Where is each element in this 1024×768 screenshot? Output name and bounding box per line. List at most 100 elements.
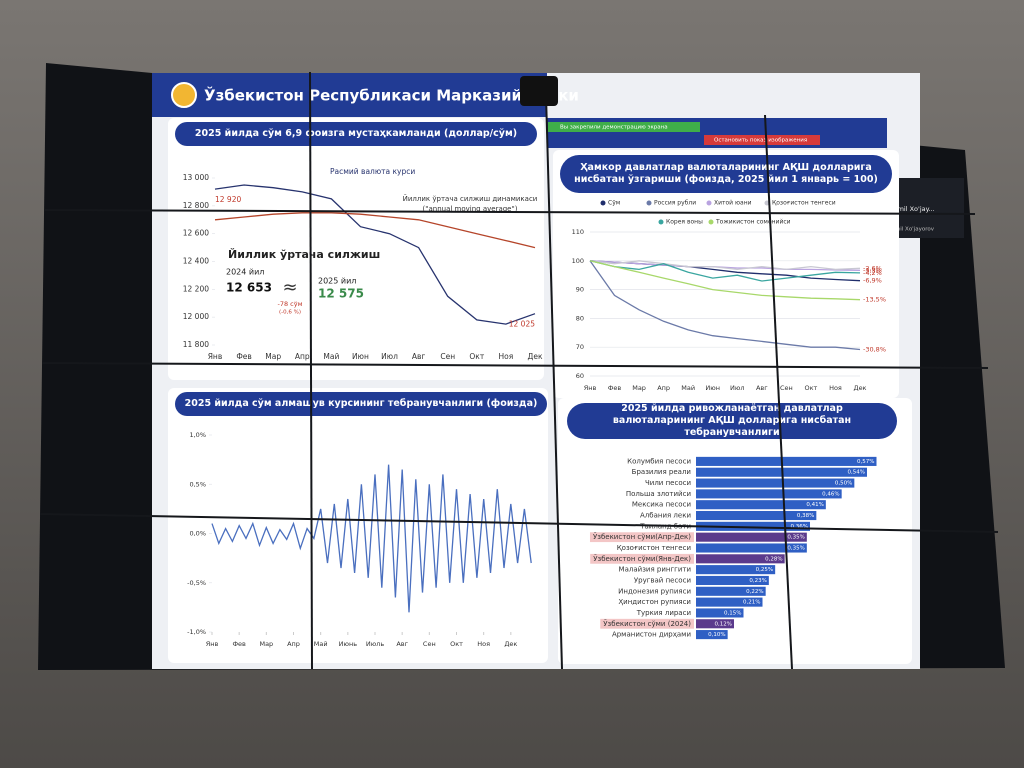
value-label: 0,25%: [756, 567, 773, 573]
category-label: Индонезия рупияси: [618, 587, 691, 595]
legend-swatch: [646, 200, 652, 206]
series-line: [589, 260, 861, 271]
category-label: Колумбия песоси: [627, 457, 691, 465]
participant-name: Mirkomil Xo'jay...: [880, 205, 935, 213]
y-tick-label: 12 800: [183, 201, 209, 210]
value-label: 12 025: [509, 320, 535, 329]
legend-swatch: [706, 200, 712, 206]
chart-title: 2025 йилда сўм алмашув курсининг тебрану…: [184, 398, 538, 409]
category-label: Бразилия реали: [632, 468, 691, 476]
y-tick-label: 11 800: [183, 340, 209, 349]
y-tick-label: 0,5%: [189, 480, 206, 488]
y-tick-label: 12 200: [183, 284, 209, 293]
stop-text[interactable]: Остановить показ изображения: [714, 138, 807, 144]
legend-swatch: [658, 219, 664, 225]
header-bar: [152, 73, 547, 117]
stop-button[interactable]: [704, 135, 820, 145]
x-tick-label: Мар: [265, 352, 281, 361]
y-tick-label: 80: [576, 314, 584, 322]
legend-label: Сўм: [608, 200, 620, 207]
x-tick-label: Апр: [295, 352, 310, 361]
annotation: -78 сўм: [277, 300, 302, 308]
bar: [696, 489, 842, 499]
annotation: Расмий валюта курси: [330, 167, 415, 176]
annotation: 2024 йил: [226, 268, 264, 277]
value-label: 0,50%: [835, 481, 852, 487]
logo: [171, 82, 197, 108]
value-label: 0,46%: [822, 491, 839, 497]
category-label: Ўзбекистон сўми(Апр-Дек): [593, 532, 691, 541]
value-label: 0,36%: [791, 524, 808, 530]
panel: [168, 118, 544, 380]
category-label: Польша злотийси: [626, 490, 691, 498]
y-tick-label: 1,0%: [189, 431, 206, 439]
y-tick-label: -1,0%: [187, 628, 206, 636]
legend-swatch: [708, 219, 714, 225]
chart-title-box: 2025 йилда сўм 6,9 фоизга мустаҳкамланди…: [195, 128, 517, 139]
bar: [696, 565, 776, 575]
category-label: Арманистон дирҳами: [612, 631, 691, 639]
legend-label: Корея воны: [666, 219, 703, 226]
category-label: Ўзбекистон сўми(Янв-Дек): [593, 554, 691, 563]
value-label: 0,54%: [848, 470, 865, 476]
chart-title-box: 2025 йилда ривожланаётган давлатлар валю…: [612, 403, 852, 438]
y-tick-label: -0,5%: [187, 579, 206, 587]
x-tick-label: Май: [681, 384, 695, 392]
pin-notice: Вы закрепили демонстрацию экрана: [560, 125, 668, 131]
bar: [696, 630, 728, 640]
legend-swatch: [600, 200, 606, 206]
series-line: [589, 260, 861, 282]
value-label: 0,12%: [715, 621, 732, 627]
annotation: 12 575: [318, 287, 364, 301]
x-tick-label: Янв: [584, 384, 597, 392]
x-tick-label: Май: [314, 640, 328, 648]
bar: [696, 500, 826, 510]
x-tick-label: Июн: [352, 352, 369, 361]
chart-title: 2025 йилда ривожланаётган давлатлар валю…: [612, 403, 852, 438]
x-tick-label: Авг: [412, 352, 426, 361]
x-tick-label: Мар: [632, 384, 646, 392]
annotation: Йиллик ўртача силжиш динамикаси: [403, 194, 538, 203]
chart-title-bg: [560, 155, 892, 193]
legend-label: Россия рубли: [654, 200, 696, 207]
x-tick-label: Мар: [259, 640, 273, 648]
seam: [39, 513, 999, 533]
x-tick-label: Дек: [504, 640, 517, 648]
series-line: [214, 184, 536, 325]
value-label: -13,5%: [863, 296, 886, 304]
seam: [309, 71, 313, 670]
x-tick-label: Фев: [236, 352, 252, 361]
series-line: [589, 260, 861, 351]
value-label: 0,15%: [724, 610, 741, 616]
bar: [696, 543, 807, 553]
value-label: 0,57%: [857, 459, 874, 465]
y-tick-label: 70: [576, 343, 584, 351]
bar: [696, 619, 734, 629]
value-label: 0,41%: [806, 502, 823, 508]
value-label: 0,21%: [743, 600, 760, 606]
x-tick-label: Дек: [527, 352, 542, 361]
participant-full: Mirkomil Xo'jayorov: [880, 227, 935, 233]
x-tick-label: Янв: [208, 352, 223, 361]
x-tick-label: Фев: [608, 384, 622, 392]
bar: [696, 575, 769, 586]
series-line: [589, 260, 861, 301]
value-label: 0,35%: [787, 535, 804, 541]
value-label: 0,22%: [746, 589, 763, 595]
y-tick-label: 0,0%: [189, 530, 206, 538]
annotation: 2025 йил: [318, 277, 356, 286]
x-tick-label: Сен: [440, 352, 455, 361]
annotation: Йиллик ўртача силжиш: [228, 248, 380, 261]
x-tick-label: Дек: [853, 384, 866, 392]
bar: [696, 478, 855, 488]
value-label: -30,8%: [863, 346, 886, 354]
x-tick-label: Окт: [469, 352, 484, 361]
category-label: Албания леки: [640, 512, 691, 520]
category-label: Туркия лираси: [636, 609, 691, 617]
x-tick-label: Авг: [396, 640, 408, 648]
x-tick-label: Июнь: [339, 640, 358, 648]
series-line: [214, 212, 536, 249]
seam: [764, 114, 793, 670]
